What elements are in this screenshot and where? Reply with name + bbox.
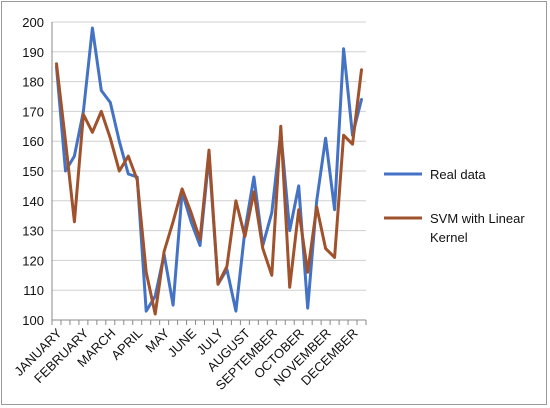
legend-entry: Real data bbox=[430, 167, 486, 182]
axes bbox=[51, 22, 367, 325]
gridlines bbox=[52, 21, 366, 291]
legend: Real data SVM with Linear Kernel bbox=[384, 167, 525, 245]
x-tick-labels: JANUARYFEBRUARYMARCHAPRILMAYJUNEJULYAUGU… bbox=[11, 325, 360, 393]
y-tick-label: 170 bbox=[22, 104, 44, 119]
x-tick-label: APRIL bbox=[108, 326, 145, 363]
y-tick-labels: 100 110 120 130 140 150 160 170 180 190 200 bbox=[22, 15, 44, 328]
y-tick-label: 120 bbox=[22, 253, 44, 268]
y-tick-label: 140 bbox=[22, 194, 44, 209]
series-line bbox=[55, 62, 363, 316]
legend-label-line: SVM with Linear bbox=[430, 211, 525, 226]
y-tick-label: 160 bbox=[22, 134, 44, 149]
y-tick-label: 100 bbox=[22, 313, 44, 328]
legend-label-line: Kernel bbox=[430, 230, 468, 245]
y-tick-label: 190 bbox=[22, 45, 44, 60]
y-tick-label: 180 bbox=[22, 75, 44, 90]
y-tick-label: 150 bbox=[22, 164, 44, 179]
y-tick-label: 200 bbox=[22, 15, 44, 30]
series-lines bbox=[55, 26, 363, 316]
y-tick-label: 130 bbox=[22, 224, 44, 239]
legend-label-line: Real data bbox=[430, 167, 486, 182]
x-tick-label: JUNE bbox=[165, 325, 200, 360]
legend-entry: SVM with Linear Kernel bbox=[430, 211, 525, 245]
y-tick-label: 110 bbox=[23, 283, 44, 298]
